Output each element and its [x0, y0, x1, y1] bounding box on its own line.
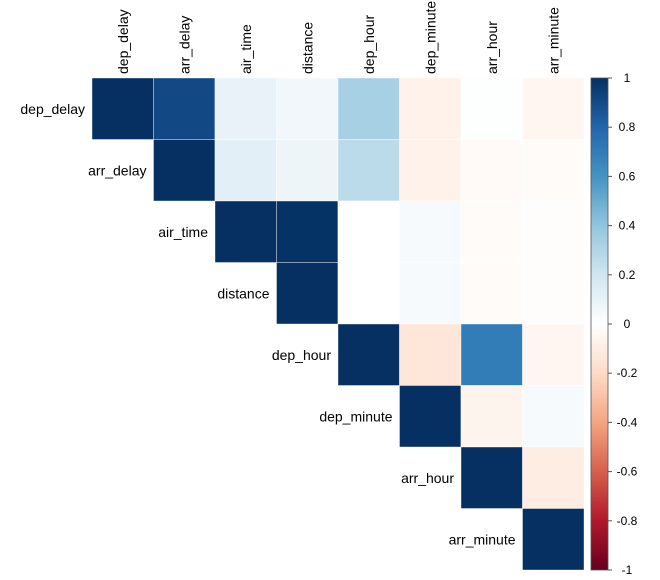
- colorbar-tick-label: 0.4: [619, 219, 636, 233]
- heatmap-cell: [214, 139, 277, 202]
- heatmap-cell: [399, 262, 462, 325]
- heatmap-cell: [460, 323, 523, 386]
- heatmap-cell: [399, 385, 462, 448]
- heatmap-cell: [337, 139, 400, 202]
- column-label: arr_delay: [176, 16, 192, 74]
- heatmap-cell: [460, 262, 523, 325]
- heatmap-cell: [460, 200, 523, 263]
- colorbar: [590, 77, 609, 571]
- heatmap-cell: [214, 200, 277, 263]
- heatmap-cell: [399, 139, 462, 202]
- column-label: dep_delay: [115, 9, 131, 74]
- heatmap-cell: [399, 323, 462, 386]
- column-label: dep_minute: [422, 1, 438, 74]
- heatmap-cell: [522, 446, 585, 509]
- heatmap-cell: [337, 323, 400, 386]
- heatmap-cell: [153, 77, 216, 140]
- heatmap-cell: [91, 77, 154, 140]
- row-label: distance: [217, 285, 269, 301]
- colorbar-tick-label: 0.2: [619, 268, 636, 282]
- heatmap-cell: [276, 77, 339, 140]
- colorbar-tick-label: -0.8: [617, 514, 638, 528]
- row-label: dep_delay: [20, 101, 85, 117]
- heatmap-cell: [337, 200, 400, 263]
- colorbar-tick-label: -1: [622, 563, 633, 577]
- heatmap-cell: [522, 200, 585, 263]
- heatmap-cell: [460, 77, 523, 140]
- heatmap-cell: [460, 385, 523, 448]
- heatmap-cell: [337, 262, 400, 325]
- colorbar-tick-label: -0.2: [617, 366, 638, 380]
- heatmap-cell: [522, 139, 585, 202]
- heatmap-cell: [276, 200, 339, 263]
- column-label: distance: [299, 22, 315, 74]
- colorbar-tick-label: -0.4: [617, 415, 638, 429]
- heatmap-cell: [522, 77, 585, 140]
- heatmap-cell: [153, 139, 216, 202]
- heatmap-cell: [460, 446, 523, 509]
- heatmap-cell: [399, 200, 462, 263]
- row-label: arr_minute: [449, 531, 516, 547]
- colorbar-tick-label: 0: [624, 317, 631, 331]
- heatmap-cell: [522, 508, 585, 571]
- row-label: arr_hour: [401, 470, 454, 486]
- column-label: arr_minute: [545, 7, 561, 74]
- row-label: dep_hour: [272, 347, 332, 363]
- column-label: air_time: [238, 24, 254, 74]
- colorbar-tick-label: -0.6: [617, 465, 638, 479]
- heatmap-cell: [399, 77, 462, 140]
- row-label: arr_delay: [88, 162, 146, 178]
- colorbar-tick-label: 1: [624, 71, 631, 85]
- column-label: dep_hour: [361, 14, 377, 74]
- heatmap-cell: [276, 262, 339, 325]
- row-label: air_time: [158, 224, 208, 240]
- column-label: arr_hour: [484, 21, 500, 74]
- row-label: dep_minute: [319, 408, 392, 424]
- heatmap-cell: [522, 385, 585, 448]
- heatmap-cell: [522, 262, 585, 325]
- heatmap-cell: [522, 323, 585, 386]
- colorbar-tick-label: 0.6: [619, 169, 636, 183]
- heatmap-cell: [276, 139, 339, 202]
- colorbar-tick-label: 0.8: [619, 120, 636, 134]
- heatmap-cell: [214, 77, 277, 140]
- heatmap-cell: [460, 139, 523, 202]
- heatmap-cell: [337, 77, 400, 140]
